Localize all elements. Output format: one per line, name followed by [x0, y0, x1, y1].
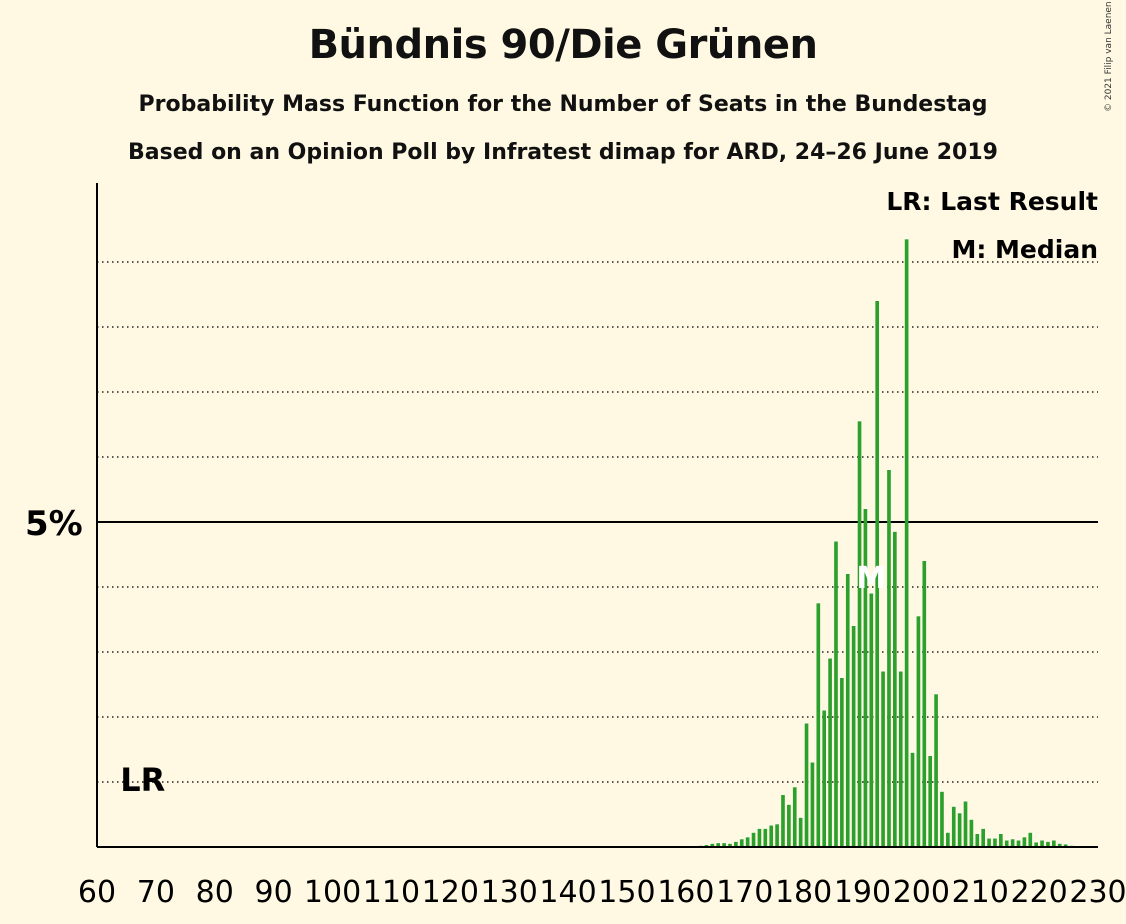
- bar: [893, 531, 897, 847]
- x-tick-label: 60: [78, 875, 116, 910]
- bar: [904, 239, 909, 847]
- x-tick-label: 160: [657, 875, 714, 910]
- x-tick-label: 100: [304, 875, 361, 910]
- bar: [1022, 837, 1027, 847]
- bar: [1028, 832, 1033, 847]
- y-axis-label-5-percent: 5%: [25, 504, 83, 544]
- bar: [1010, 839, 1015, 847]
- legend-entry: M: Median: [951, 235, 1098, 264]
- x-tick-label: 150: [598, 875, 655, 910]
- bar: [940, 791, 944, 847]
- bar: [1034, 842, 1038, 847]
- bar: [792, 787, 797, 847]
- bar: [728, 843, 732, 847]
- last-result-marker: LR: [120, 761, 165, 799]
- bar: [981, 828, 986, 847]
- bar: [840, 678, 844, 847]
- bar: [1057, 843, 1062, 847]
- bar: [1016, 840, 1021, 847]
- x-tick-label: 120: [422, 875, 479, 910]
- bar: [734, 841, 738, 847]
- bar: [710, 843, 715, 847]
- x-tick-label: 70: [137, 875, 175, 910]
- bar: [1040, 840, 1044, 847]
- bar: [957, 813, 962, 847]
- bar: [787, 804, 791, 847]
- bar: [751, 832, 756, 847]
- chart-subtitle: Probability Mass Function for the Number…: [138, 92, 988, 117]
- bar: [1063, 844, 1068, 847]
- bar: [999, 834, 1003, 847]
- bar: [1052, 840, 1056, 847]
- bar: [1004, 840, 1009, 847]
- median-marker: M: [856, 561, 886, 596]
- bar: [869, 593, 874, 847]
- bar: [757, 828, 762, 847]
- bar: [851, 626, 856, 847]
- bar: [845, 574, 850, 847]
- bar: [969, 819, 974, 847]
- x-tick-label: 230: [1069, 875, 1126, 910]
- bar: [822, 710, 827, 847]
- bar: [993, 838, 997, 847]
- x-tick-label: 220: [1010, 875, 1067, 910]
- bar: [716, 843, 721, 847]
- bar: [934, 694, 938, 847]
- chart-subtitle-source: Based on an Opinion Poll by Infratest di…: [128, 140, 998, 165]
- legend-entry: LR: Last Result: [886, 187, 1098, 216]
- bar: [887, 470, 891, 847]
- x-tick-label: 180: [775, 875, 832, 910]
- bar: [745, 837, 750, 847]
- bar: [946, 832, 950, 847]
- bar: [1046, 841, 1050, 847]
- bar: [963, 801, 968, 847]
- bar: [863, 509, 868, 847]
- x-tick-label: 200: [893, 875, 950, 910]
- bar: [922, 561, 927, 847]
- x-tick-label: 80: [196, 875, 234, 910]
- x-tick-label: 90: [255, 875, 293, 910]
- bar: [975, 834, 980, 847]
- bar: [987, 838, 991, 847]
- bar: [769, 825, 774, 847]
- bar: [881, 671, 885, 847]
- bar: [816, 603, 821, 847]
- x-tick-label: 140: [539, 875, 596, 910]
- bar: [763, 828, 768, 847]
- bar: [834, 541, 838, 847]
- bar: [898, 671, 903, 847]
- bar: [828, 658, 832, 847]
- x-tick-label: 210: [952, 875, 1009, 910]
- bar: [775, 824, 779, 847]
- x-tick-label: 130: [481, 875, 538, 910]
- bar: [810, 762, 815, 847]
- bar: [798, 817, 803, 847]
- bar: [951, 806, 956, 847]
- bar: [916, 616, 921, 847]
- bar: [722, 843, 726, 847]
- bar: [875, 301, 880, 847]
- x-tick-label: 170: [716, 875, 773, 910]
- chart-title: Bündnis 90/Die Grünen: [308, 22, 818, 68]
- bar: [910, 752, 915, 847]
- bar: [857, 421, 862, 847]
- bar: [804, 723, 809, 847]
- bar: [739, 839, 744, 847]
- x-tick-label: 110: [363, 875, 420, 910]
- bar: [928, 756, 933, 847]
- bar: [781, 795, 785, 847]
- x-tick-label: 190: [834, 875, 891, 910]
